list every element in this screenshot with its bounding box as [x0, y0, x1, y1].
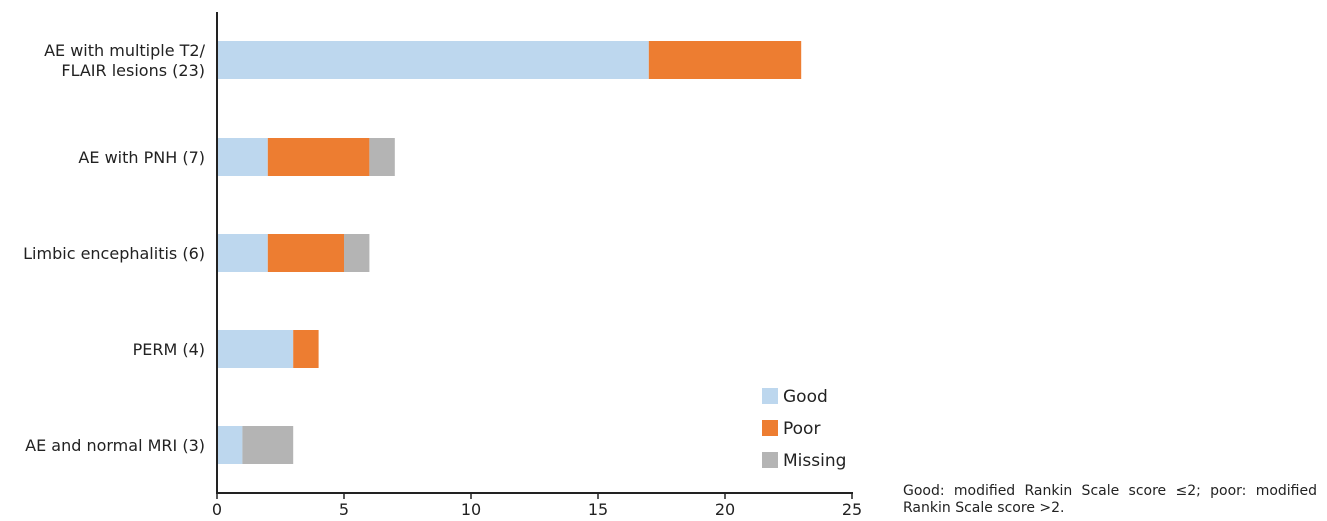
- bar-poor-2: [267, 138, 370, 176]
- legend-label-poor: Poor: [783, 419, 820, 439]
- bars-group: [217, 41, 802, 464]
- category-label: Limbic encephalitis (6): [23, 244, 205, 263]
- x-tick-label: 15: [588, 500, 608, 519]
- legend-swatch-poor: [762, 420, 778, 436]
- category-label: AE and normal MRI (3): [25, 436, 205, 455]
- category-label: FLAIR lesions (23): [61, 61, 205, 80]
- category-label: AE with multiple T2/: [44, 41, 206, 60]
- category-label: PERM (4): [133, 340, 205, 359]
- legend: Good Poor Missing: [762, 387, 846, 471]
- bar-missing-2: [369, 138, 395, 176]
- bar-good-5: [217, 426, 243, 464]
- axes-group: [216, 12, 853, 494]
- bar-good-4: [217, 330, 294, 368]
- bar-good-2: [217, 138, 268, 176]
- legend-label-good: Good: [783, 387, 828, 407]
- bar-good-3: [217, 234, 268, 272]
- x-tick-label: 5: [339, 500, 349, 519]
- category-labels-group: AE with multiple T2/FLAIR lesions (23) AE…: [23, 41, 205, 455]
- category-label: AE with PNH (7): [78, 148, 205, 167]
- x-tick-label: 0: [212, 500, 222, 519]
- x-tick-label: 20: [715, 500, 735, 519]
- bar-poor-3: [267, 234, 344, 272]
- x-ticks-group: 0 5 10 15 20 25: [212, 493, 862, 519]
- bar-poor-4: [293, 330, 319, 368]
- bar-poor-1: [648, 41, 802, 79]
- bar-missing-3: [344, 234, 370, 272]
- bar-missing-5: [242, 426, 294, 464]
- footnote: Good: modified Rankin Scale score ≤2; po…: [903, 483, 1317, 516]
- x-tick-label: 25: [842, 500, 862, 519]
- x-tick-label: 10: [461, 500, 481, 519]
- legend-label-missing: Missing: [783, 451, 846, 471]
- legend-swatch-missing: [762, 452, 778, 468]
- bar-good-1: [217, 41, 649, 79]
- legend-swatch-good: [762, 388, 778, 404]
